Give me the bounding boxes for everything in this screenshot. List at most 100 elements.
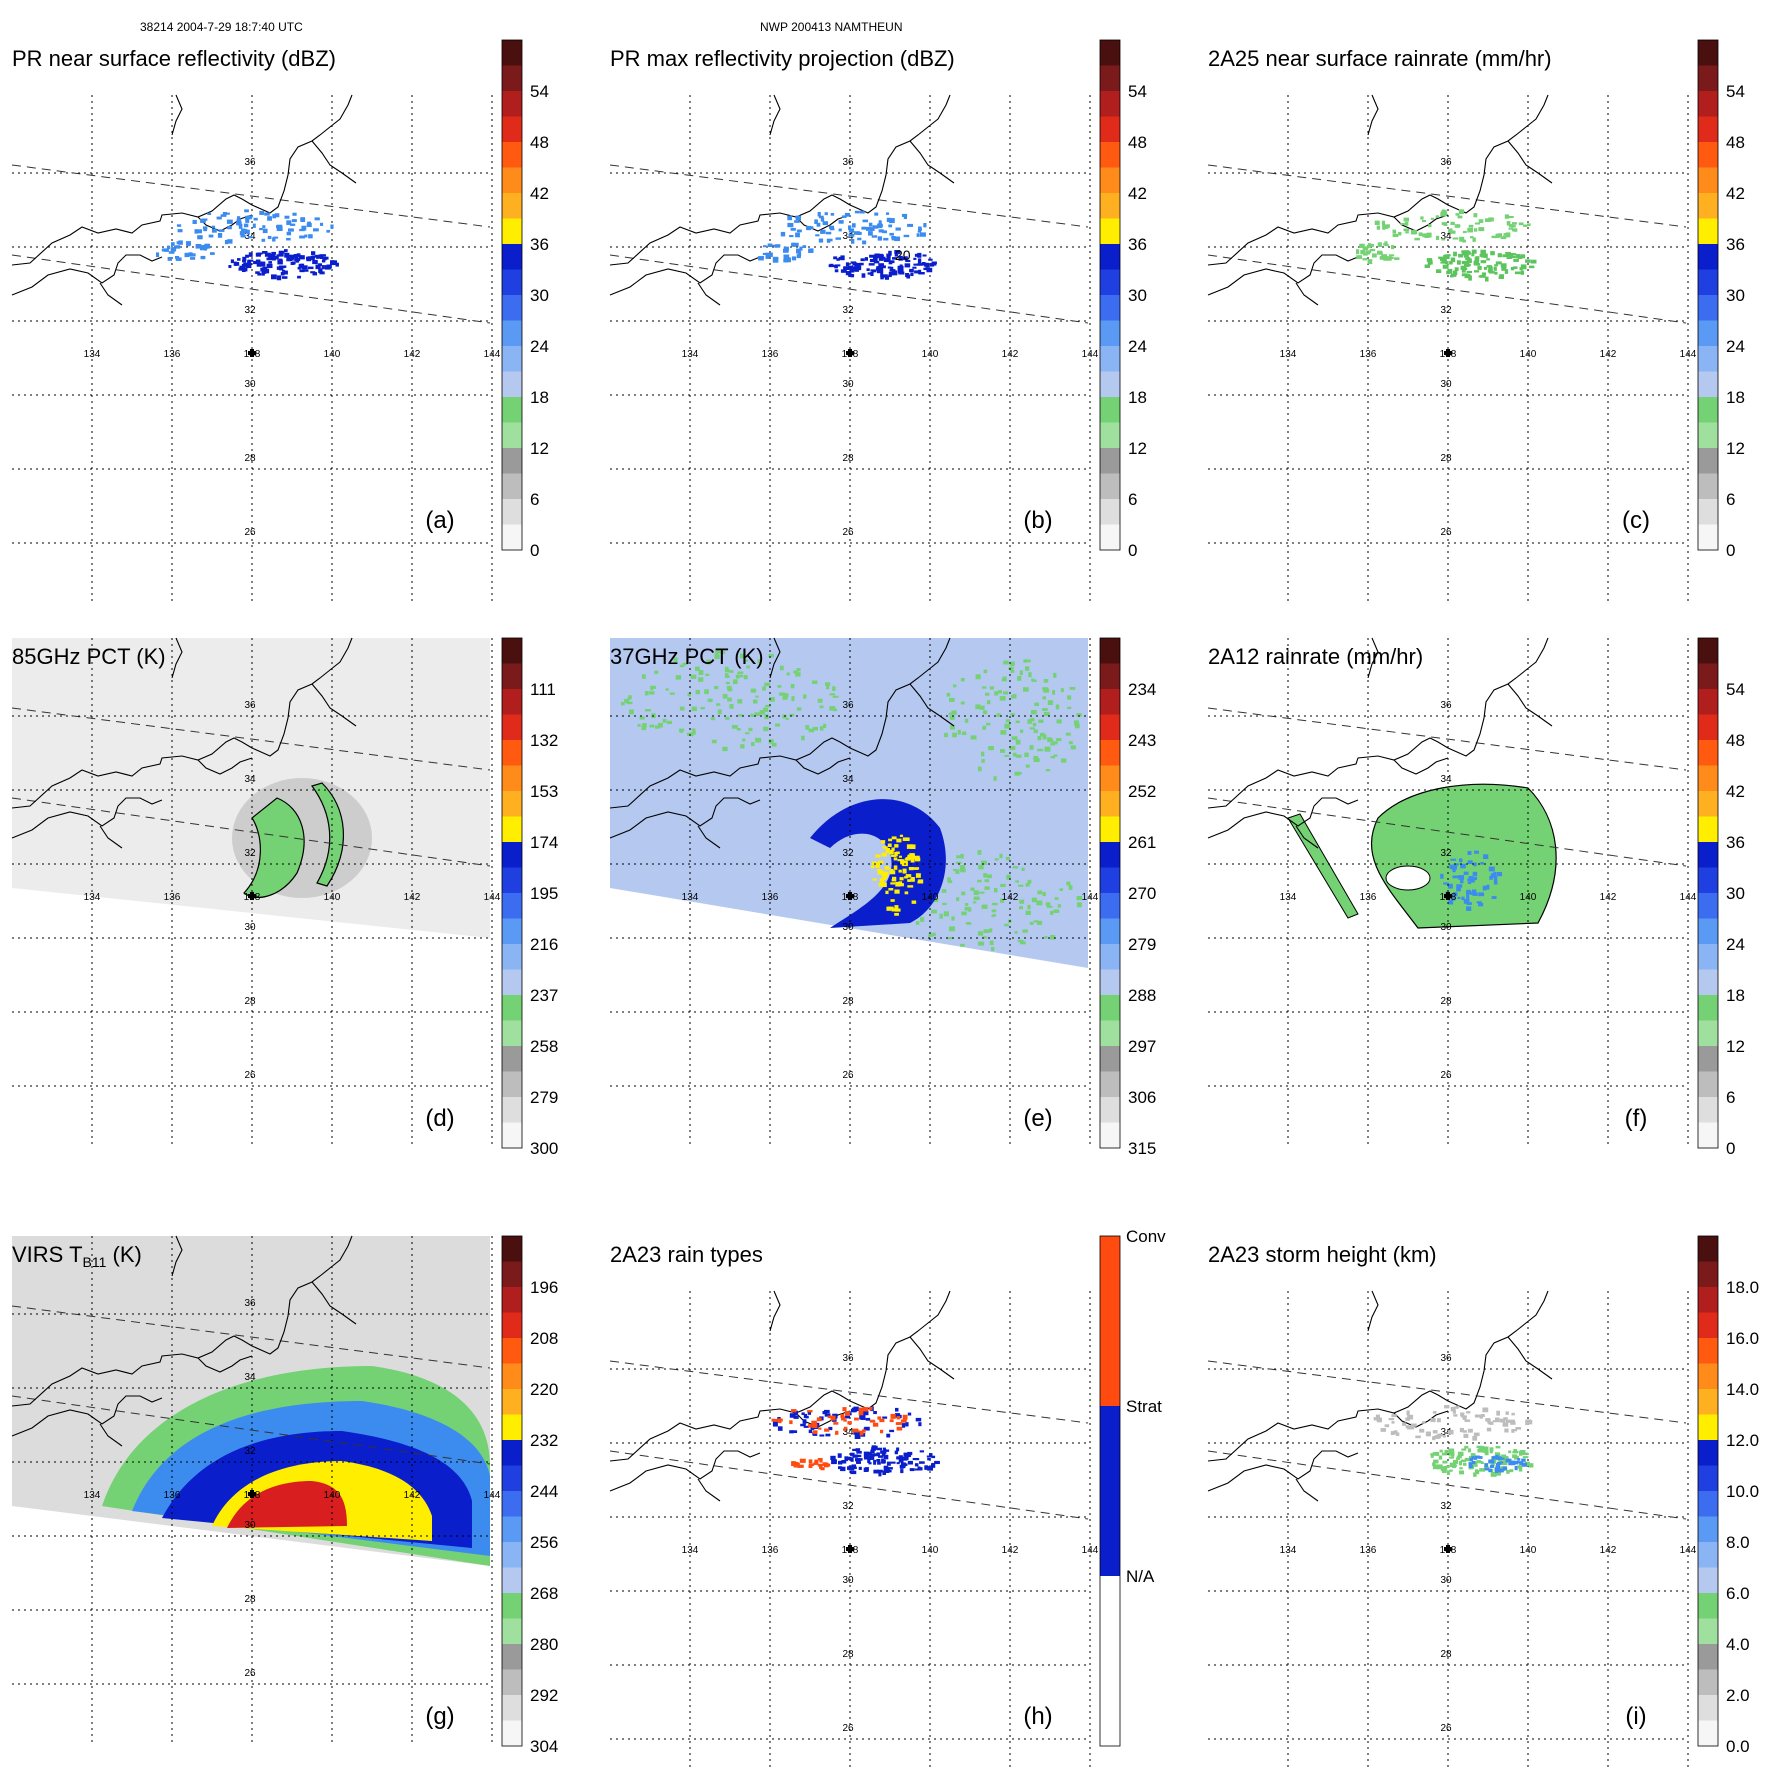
rain-cell [1488,866,1495,872]
coastline-2 [697,825,721,849]
warm-surface-pixel [951,710,957,715]
echo-cell [1523,224,1528,227]
warm-surface-pixel [977,766,982,772]
colorbar-tick-label: 0 [1726,541,1735,560]
stratiform-pixel [914,1463,919,1467]
rain-cell [1468,876,1474,881]
echo-cell [888,262,893,265]
echo-top-pixel [1484,1463,1489,1468]
convective-pixel [843,1428,847,1431]
lat-label: 26 [1440,1070,1452,1081]
colorbar-tick-label: 10.0 [1726,1482,1759,1501]
echo-cell [1461,251,1467,255]
warm-surface-pixel [679,706,685,711]
colorbar-tick-label: 6 [1726,490,1735,509]
echo-cell [306,259,312,262]
colorbar-segment [502,1122,522,1149]
lon-label: 142 [404,1490,421,1501]
rain-cell [1472,892,1478,896]
echo-cell [290,254,295,260]
echo-cell [836,258,840,261]
colorbar-segment [1698,1618,1718,1645]
echo-cell [161,248,168,252]
colorbar-segment [502,142,522,169]
swath-edge-north [11,164,491,228]
very-cold-pixel [913,867,920,870]
echo-cell [802,245,807,248]
echo-cell [1379,256,1386,260]
convective-pixel [859,1430,864,1436]
echo-cell [1435,235,1440,240]
panel-title: 2A23 storm height (km) [1208,1242,1437,1267]
echo-top-pixel [1441,1452,1448,1456]
echo-cell [281,276,288,279]
very-cold-pixel [875,863,880,868]
coastline-4 [171,94,183,136]
echo-cell [1377,242,1382,247]
echo-cell [1467,227,1474,233]
echo-cell [322,257,327,261]
coastline-1 [11,254,163,296]
warm-surface-pixel [1006,874,1011,880]
lon-label: 136 [762,349,779,360]
coastline-0 [1207,94,1549,266]
echo-cell [1511,224,1516,228]
colorbar-segment [1100,867,1120,894]
coastline-1 [609,1450,761,1492]
echo-cell [854,266,859,270]
echo-cell [266,263,273,269]
warm-surface-pixel [739,653,746,659]
echo-cell [303,269,309,272]
swath-edge-north [1207,707,1687,771]
coastline-1 [609,254,761,296]
warm-surface-pixel [1002,676,1007,680]
rain-cell [1483,854,1489,860]
warm-surface-pixel [1043,688,1050,693]
colorbar-segment [1100,842,1120,869]
very-cold-pixel [894,912,899,916]
stratiform-pixel [852,1454,859,1458]
echo-cell [284,249,288,253]
echo-cell [1438,256,1445,260]
colorbar-segment [1698,1720,1718,1747]
stratiform-pixel [850,1452,855,1456]
rain-region [1370,783,1557,929]
warm-surface-pixel [722,746,728,752]
echo-cell [888,224,893,228]
echo-cell [248,252,253,257]
warm-surface-pixel [740,744,745,749]
colorbar-segment [502,740,522,767]
echo-cell [905,259,911,263]
colorbar-tick-label: 18 [1726,388,1745,407]
echo-cell [886,212,890,215]
echo-cell [1527,223,1531,227]
stratiform-pixel [828,1426,833,1431]
warm-surface-pixel [1056,738,1062,742]
convective-pixel [889,1419,894,1423]
warm-surface-pixel [1030,717,1035,722]
echo-top-pixel [1432,1430,1438,1434]
rain-cell [1453,892,1458,896]
swath-edge-south [11,1395,491,1465]
warm-surface-pixel [983,710,988,715]
coastline-2 [1295,282,1319,306]
lon-label: 140 [324,1490,341,1501]
echo-top-pixel [1517,1458,1521,1461]
echo-cell [1498,233,1503,238]
echo-cell [243,228,247,233]
warm-surface-pixel [748,727,753,732]
warm-surface-pixel [691,706,697,712]
echo-top-pixel [1448,1429,1454,1435]
echo-top-pixel [1513,1449,1517,1452]
swath-edge-north [11,707,491,771]
stratiform-pixel [907,1460,913,1465]
warm-surface-pixel [714,686,719,690]
panel-title: VIRS TB11 (K) [12,1242,142,1270]
warm-surface-pixel [698,670,704,675]
echo-cell [278,250,285,254]
echo-cell [1392,229,1397,234]
echo-top-pixel [1462,1416,1467,1420]
echo-top-pixel [1407,1426,1413,1430]
colorbar-tick-label: 4.0 [1726,1635,1750,1654]
stratiform-pixel [881,1453,886,1457]
